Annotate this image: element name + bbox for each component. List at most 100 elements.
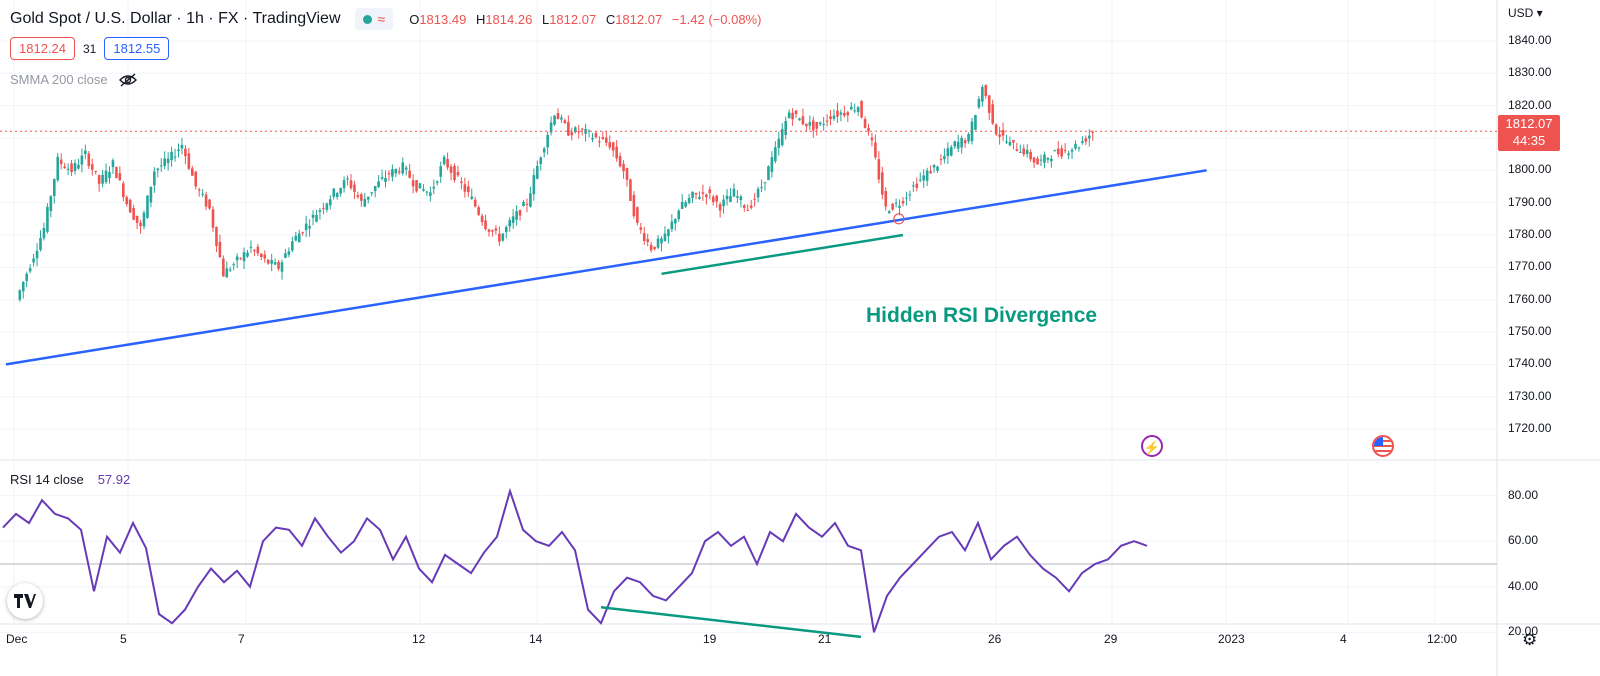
candle-down [753, 198, 756, 200]
candle-up [760, 187, 763, 189]
candle-down [646, 239, 649, 242]
candle-down [122, 183, 125, 198]
market-status[interactable]: ≈ [354, 8, 394, 30]
candle-down [577, 131, 580, 133]
tradingview-logo-icon[interactable] [7, 583, 43, 619]
candle-down [718, 204, 722, 211]
gear-icon[interactable]: ⚙ [1522, 630, 1538, 649]
candle-down [608, 142, 612, 148]
candle-up [101, 174, 104, 184]
us-flag-event-icon[interactable] [1372, 435, 1394, 457]
candle-down [408, 170, 411, 178]
candle-up [325, 203, 329, 210]
candle-up [21, 281, 25, 292]
price-tick-label: 1720.00 [1508, 421, 1552, 436]
candle-up [515, 211, 518, 220]
candle-up [856, 107, 860, 112]
candle-up [308, 226, 311, 229]
candle-up [508, 220, 511, 227]
candle-up [342, 180, 346, 189]
candle-down [90, 164, 94, 170]
candle-down [625, 168, 629, 180]
candle-down [1029, 151, 1032, 160]
symbol-title[interactable]: Gold Spot / U.S. Dollar · 1h · FX · Trad… [10, 10, 341, 27]
candle-up [849, 106, 853, 110]
candle-down [277, 261, 280, 269]
currency-selector[interactable]: USD ▾ [1508, 6, 1543, 20]
eye-hidden-icon[interactable] [118, 72, 138, 87]
price-tick-label: 1840.00 [1508, 32, 1552, 47]
candle-up [1050, 158, 1053, 162]
candle-up [1081, 141, 1084, 143]
smma-legend[interactable]: SMMA 200 close [10, 72, 138, 87]
time-tick-label: 12:00 [1427, 632, 1458, 646]
time-tick-label: 14 [529, 632, 543, 646]
candle-down [218, 241, 222, 258]
rsi-legend[interactable]: RSI 14 close 57.92 [10, 472, 130, 487]
candle-up [767, 166, 770, 181]
candle-down [139, 222, 142, 227]
candle-down [749, 205, 753, 208]
candle-up [46, 206, 49, 232]
ohlc-open-value: 1813.49 [419, 11, 467, 27]
candle-down [239, 257, 242, 259]
candle-down [877, 159, 881, 180]
candle-down [563, 120, 567, 124]
candle-up [925, 170, 929, 181]
candle-up [687, 197, 691, 203]
candle-down [1056, 148, 1060, 155]
candle-down [874, 142, 877, 158]
candle-up [798, 118, 801, 121]
candle-up [932, 164, 936, 168]
candle-down [1091, 131, 1095, 133]
divergence-annotation[interactable]: Hidden RSI Divergence [866, 304, 1098, 327]
time-tick-label: 5 [120, 632, 127, 646]
candle-up [1074, 143, 1077, 149]
rsi-label: RSI 14 close [10, 472, 84, 487]
ohlc-high-key: H [475, 11, 486, 27]
candle-up [39, 237, 42, 251]
low-marker-circle [893, 213, 905, 225]
candle-up [956, 141, 960, 149]
candle-down [1036, 158, 1039, 165]
market-open-dot-icon [362, 14, 372, 24]
candle-up [25, 273, 28, 282]
bar-countdown: 44:35 [1512, 133, 1546, 148]
candle-down [1063, 150, 1067, 152]
candle-down [480, 215, 484, 223]
candle-down [915, 183, 919, 188]
rsi-divergence-line [600, 606, 862, 639]
candle-down [556, 113, 560, 120]
candle-up [656, 238, 660, 248]
sell-button[interactable]: 1812.24 [10, 37, 75, 60]
candle-down [812, 120, 815, 131]
candle-up [698, 196, 701, 199]
candle-down [525, 203, 529, 205]
candle-down [743, 205, 746, 208]
candle-down [356, 195, 360, 198]
candle-up [532, 175, 536, 195]
candle-up [84, 150, 87, 155]
candle-down [322, 208, 325, 210]
candle-up [981, 87, 984, 102]
ohlc-open-key: O [409, 11, 420, 27]
price-divergence-line [661, 233, 904, 276]
candle-up [249, 246, 253, 248]
candle-down [115, 167, 118, 179]
candle-up [511, 216, 515, 223]
buy-button[interactable]: 1812.55 [104, 37, 170, 60]
candle-up [808, 122, 812, 126]
candle-up [1077, 147, 1081, 149]
price-tick-label: 1730.00 [1508, 388, 1552, 403]
lightning-event-icon[interactable]: ⚡ [1141, 435, 1163, 457]
candle-up [853, 110, 856, 112]
candle-up [898, 205, 901, 208]
candle-down [191, 168, 194, 176]
candle-down [642, 233, 646, 242]
candle-down [611, 142, 615, 151]
candle-down [963, 140, 967, 144]
candle-up [684, 202, 687, 207]
candle-up [149, 186, 153, 203]
candle-up [677, 210, 681, 220]
